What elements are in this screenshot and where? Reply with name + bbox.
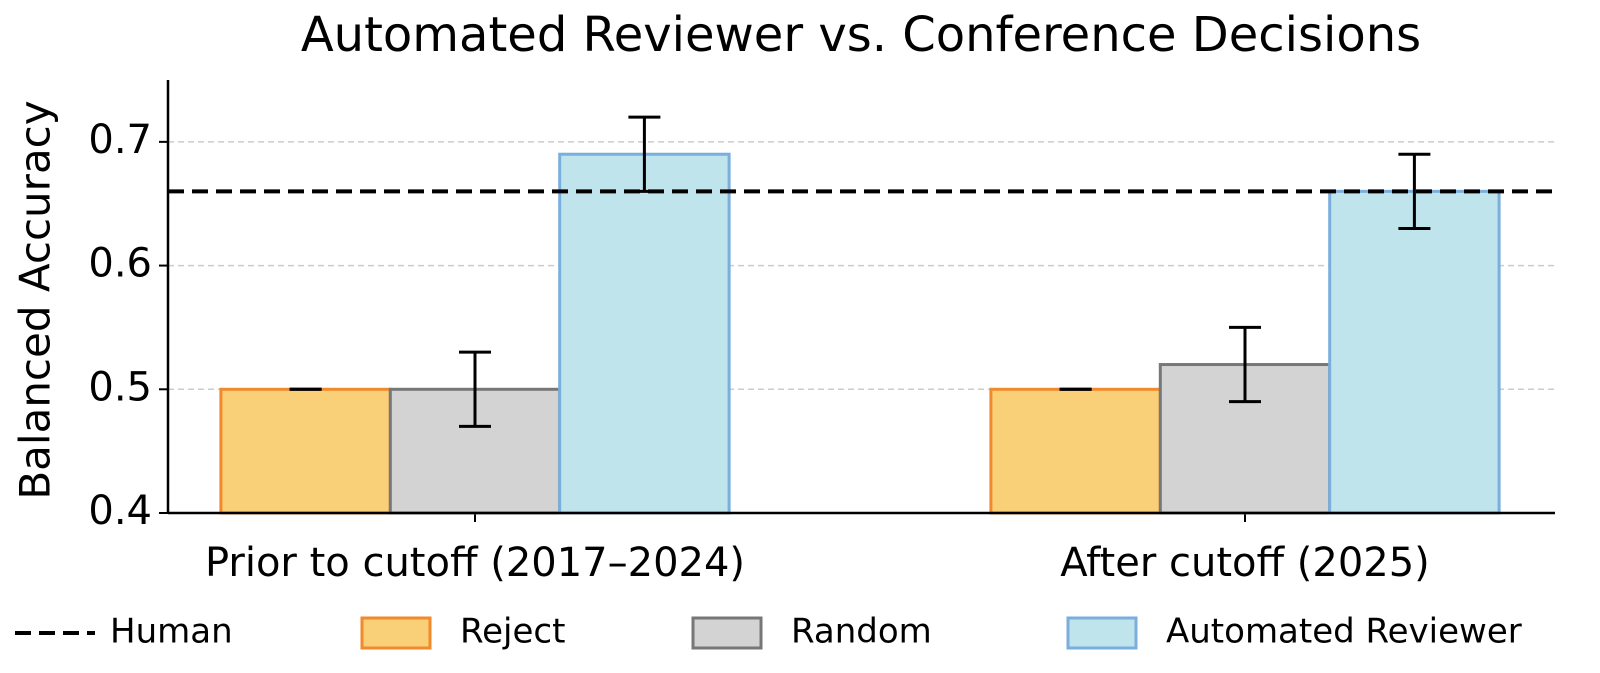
- chart-title: Automated Reviewer vs. Conference Decisi…: [301, 7, 1421, 63]
- y-tick-label: 0.6: [88, 241, 152, 287]
- legend-label: Human: [110, 612, 233, 652]
- legend-label: Automated Reviewer: [1166, 612, 1522, 652]
- legend-swatch: [1066, 616, 1138, 650]
- x-tick-label: After cutoff (2025): [1060, 540, 1430, 586]
- bar: [219, 387, 392, 515]
- y-axis-label: Balanced Accuracy: [11, 100, 60, 499]
- bar: [558, 152, 731, 515]
- legend-label: Random: [791, 612, 932, 652]
- bar: [989, 387, 1162, 515]
- legend-swatch: [691, 616, 763, 650]
- legend-label: Reject: [460, 612, 565, 652]
- bar: [1328, 189, 1501, 515]
- x-tick-label: Prior to cutoff (2017–2024): [205, 540, 745, 586]
- legend-swatch: [360, 616, 432, 650]
- y-tick-label: 0.4: [88, 488, 152, 534]
- y-tick-label: 0.7: [88, 117, 152, 163]
- y-tick-label: 0.5: [88, 364, 152, 410]
